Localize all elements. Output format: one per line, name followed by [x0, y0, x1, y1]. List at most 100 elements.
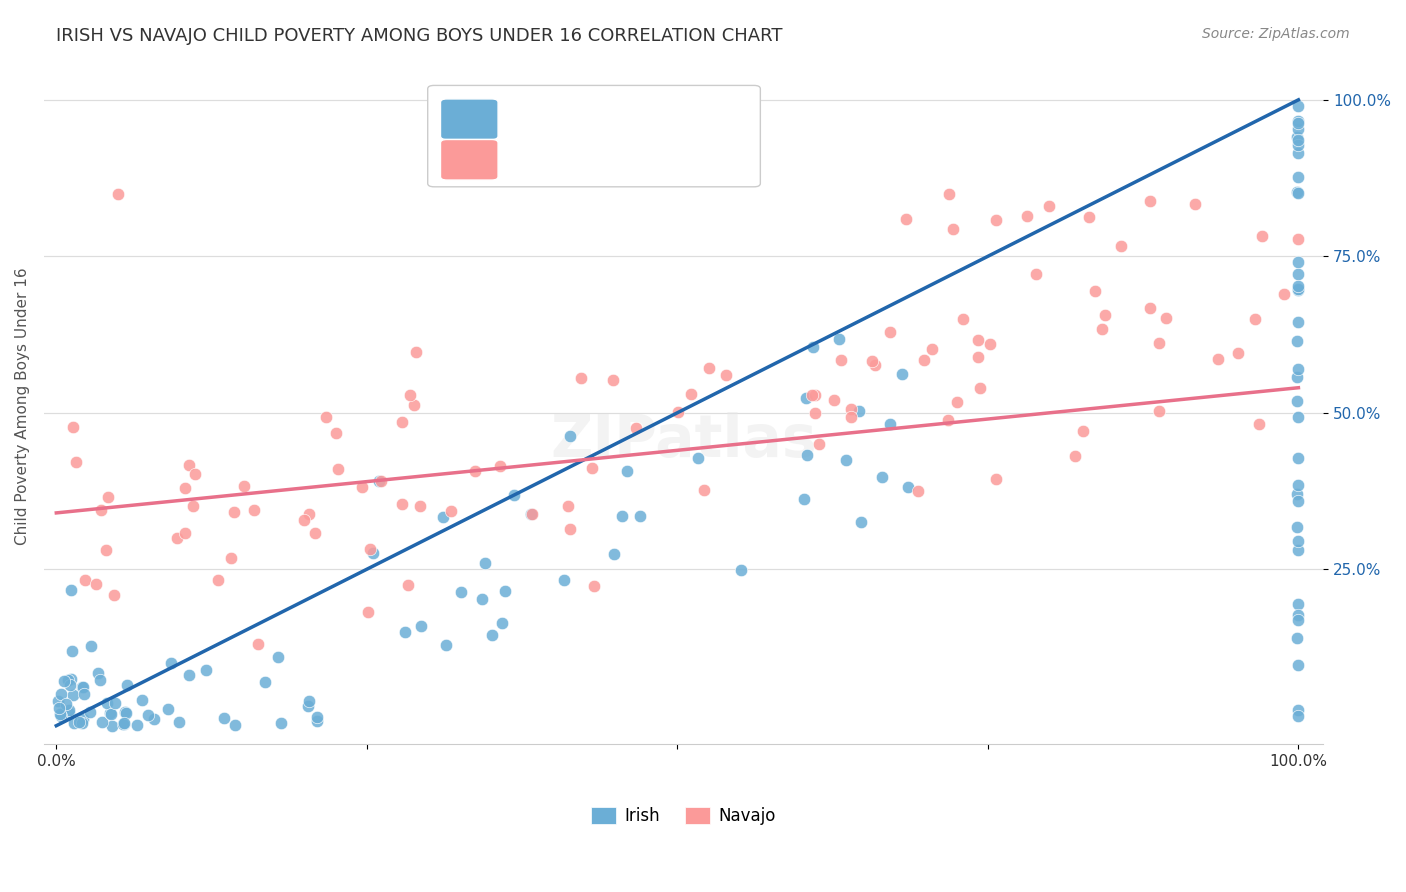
Irish [115, 678, 138, 692]
Navajo [1139, 194, 1161, 208]
Navajo [243, 502, 266, 516]
Irish [474, 557, 496, 571]
Irish [114, 705, 136, 719]
Irish [89, 673, 111, 687]
Navajo [1025, 267, 1047, 281]
Navajo [666, 405, 689, 419]
Irish [1286, 704, 1309, 718]
Irish [848, 403, 870, 417]
Irish [1285, 370, 1308, 384]
Navajo [73, 573, 96, 587]
Irish [1286, 534, 1309, 549]
Navajo [219, 550, 242, 565]
Navajo [1154, 311, 1177, 326]
Navajo [581, 461, 603, 475]
Navajo [350, 480, 373, 494]
Navajo [969, 381, 991, 395]
Irish [112, 717, 135, 731]
Navajo [693, 483, 716, 498]
Navajo [804, 388, 827, 402]
Irish [60, 673, 83, 687]
Navajo [398, 387, 420, 401]
Navajo [370, 475, 392, 489]
Irish [112, 716, 135, 731]
Navajo [207, 573, 229, 587]
Irish [491, 615, 513, 630]
Navajo [1084, 284, 1107, 298]
Navajo [404, 398, 426, 412]
Navajo [839, 401, 862, 416]
Navajo [862, 354, 884, 368]
Irish [1286, 267, 1309, 281]
Irish [801, 340, 824, 354]
Irish [96, 696, 118, 710]
Navajo [166, 531, 188, 545]
Irish [100, 718, 122, 732]
Irish [1286, 137, 1309, 152]
Irish [1286, 657, 1309, 672]
Navajo [879, 325, 901, 339]
Irish [432, 510, 454, 524]
Navajo [681, 387, 703, 401]
Irish [1286, 115, 1309, 129]
Navajo [966, 333, 988, 347]
Irish [48, 701, 70, 715]
Irish [46, 694, 69, 708]
Irish [851, 515, 873, 529]
Irish [1285, 631, 1308, 645]
Navajo [714, 368, 737, 383]
Irish [136, 708, 159, 723]
Irish [79, 705, 101, 719]
Irish [1286, 543, 1309, 558]
Irish [270, 715, 292, 730]
Navajo [173, 525, 195, 540]
Irish [1286, 520, 1309, 534]
Irish [169, 714, 191, 729]
Navajo [804, 406, 827, 420]
Irish [1286, 487, 1309, 501]
Navajo [183, 467, 205, 482]
Navajo [103, 589, 125, 603]
Navajo [107, 186, 129, 201]
Text: Source: ZipAtlas.com: Source: ZipAtlas.com [1202, 27, 1350, 41]
Irish [72, 712, 94, 726]
Irish [688, 451, 710, 466]
Irish [52, 673, 75, 688]
Irish [434, 638, 457, 652]
Navajo [520, 507, 543, 521]
Navajo [304, 525, 326, 540]
Navajo [1139, 301, 1161, 316]
Irish [115, 706, 138, 721]
Irish [143, 712, 166, 726]
Navajo [807, 436, 830, 450]
Irish [1286, 146, 1309, 161]
Navajo [405, 344, 427, 359]
Navajo [325, 426, 347, 441]
Irish [1286, 709, 1309, 723]
Irish [60, 583, 83, 598]
Text: R = 0.378   N = 103: R = 0.378 N = 103 [505, 139, 672, 158]
Navajo [90, 502, 112, 516]
Irish [160, 657, 183, 671]
Irish [471, 592, 494, 607]
Navajo [571, 370, 593, 384]
Irish [1286, 394, 1309, 409]
Navajo [896, 211, 918, 226]
Irish [1286, 450, 1309, 465]
Irish [307, 714, 329, 728]
Irish [870, 470, 893, 484]
Navajo [914, 353, 936, 368]
Irish [1285, 130, 1308, 145]
Irish [305, 710, 328, 724]
Irish [610, 508, 633, 523]
Irish [503, 488, 526, 502]
Irish [1286, 169, 1309, 184]
Navajo [986, 213, 1008, 227]
Irish [59, 678, 82, 692]
Navajo [1243, 311, 1265, 326]
Irish [1285, 185, 1308, 199]
Irish [195, 664, 218, 678]
Navajo [557, 499, 579, 513]
Irish [1286, 113, 1309, 128]
Navajo [1206, 352, 1229, 367]
